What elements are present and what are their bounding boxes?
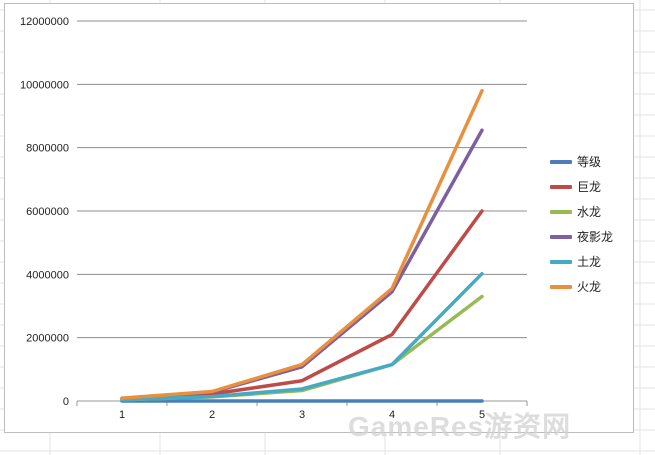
legend-swatch xyxy=(550,234,572,239)
y-tick-label: 12000000 xyxy=(20,16,69,28)
legend-item: 巨龙 xyxy=(550,174,630,199)
legend-label: 夜影龙 xyxy=(577,230,614,244)
x-axis-tick-labels: 1 2 3 4 5 xyxy=(119,409,485,421)
series-line xyxy=(120,128,484,401)
y-tick-label: 2000000 xyxy=(26,333,69,345)
chart-frame[interactable]: 0 2000000 4000000 6000000 8000000 10000000 120… xyxy=(4,3,634,433)
watermark: GameRes游资网 xyxy=(348,411,572,442)
legend-swatch xyxy=(550,259,572,264)
x-tick-label: 2 xyxy=(209,409,215,421)
y-tick-label: 6000000 xyxy=(26,206,69,218)
legend: 等级巨龙水龙夜影龙土龙火龙 xyxy=(550,149,630,299)
x-tick-label: 4 xyxy=(389,409,395,421)
x-tick-label: 5 xyxy=(479,409,485,421)
y-tick-label: 4000000 xyxy=(26,269,69,281)
legend-item: 等级 xyxy=(550,149,630,174)
legend-item: 土龙 xyxy=(550,249,630,274)
series-line xyxy=(120,209,484,401)
y-tick-label: 10000000 xyxy=(20,79,69,91)
series-lines xyxy=(120,88,484,403)
legend-label: 土龙 xyxy=(577,255,602,269)
line-chart: 0 2000000 4000000 6000000 8000000 10000000 120… xyxy=(20,16,528,421)
legend-item: 火龙 xyxy=(550,274,630,299)
gridlines xyxy=(76,20,528,406)
legend-label: 火龙 xyxy=(577,280,602,294)
x-tick-label: 1 xyxy=(119,409,125,421)
legend-swatch xyxy=(550,184,572,189)
legend-label: 水龙 xyxy=(577,205,602,219)
series-line xyxy=(120,271,484,402)
y-tick-label: 0 xyxy=(63,396,69,408)
y-axis-tick-labels: 0 2000000 4000000 6000000 8000000 10000000 120… xyxy=(20,16,69,408)
legend-swatch xyxy=(550,159,572,164)
x-tick-label: 3 xyxy=(299,409,305,421)
legend-swatch xyxy=(550,209,572,214)
series-line xyxy=(120,294,484,402)
legend-swatch xyxy=(550,284,572,289)
legend-item: 水龙 xyxy=(550,199,630,224)
series-line xyxy=(120,88,484,400)
legend-item: 夜影龙 xyxy=(550,224,630,249)
y-tick-label: 8000000 xyxy=(26,143,69,155)
legend-label: 等级 xyxy=(577,155,602,169)
legend-label: 巨龙 xyxy=(577,180,602,194)
